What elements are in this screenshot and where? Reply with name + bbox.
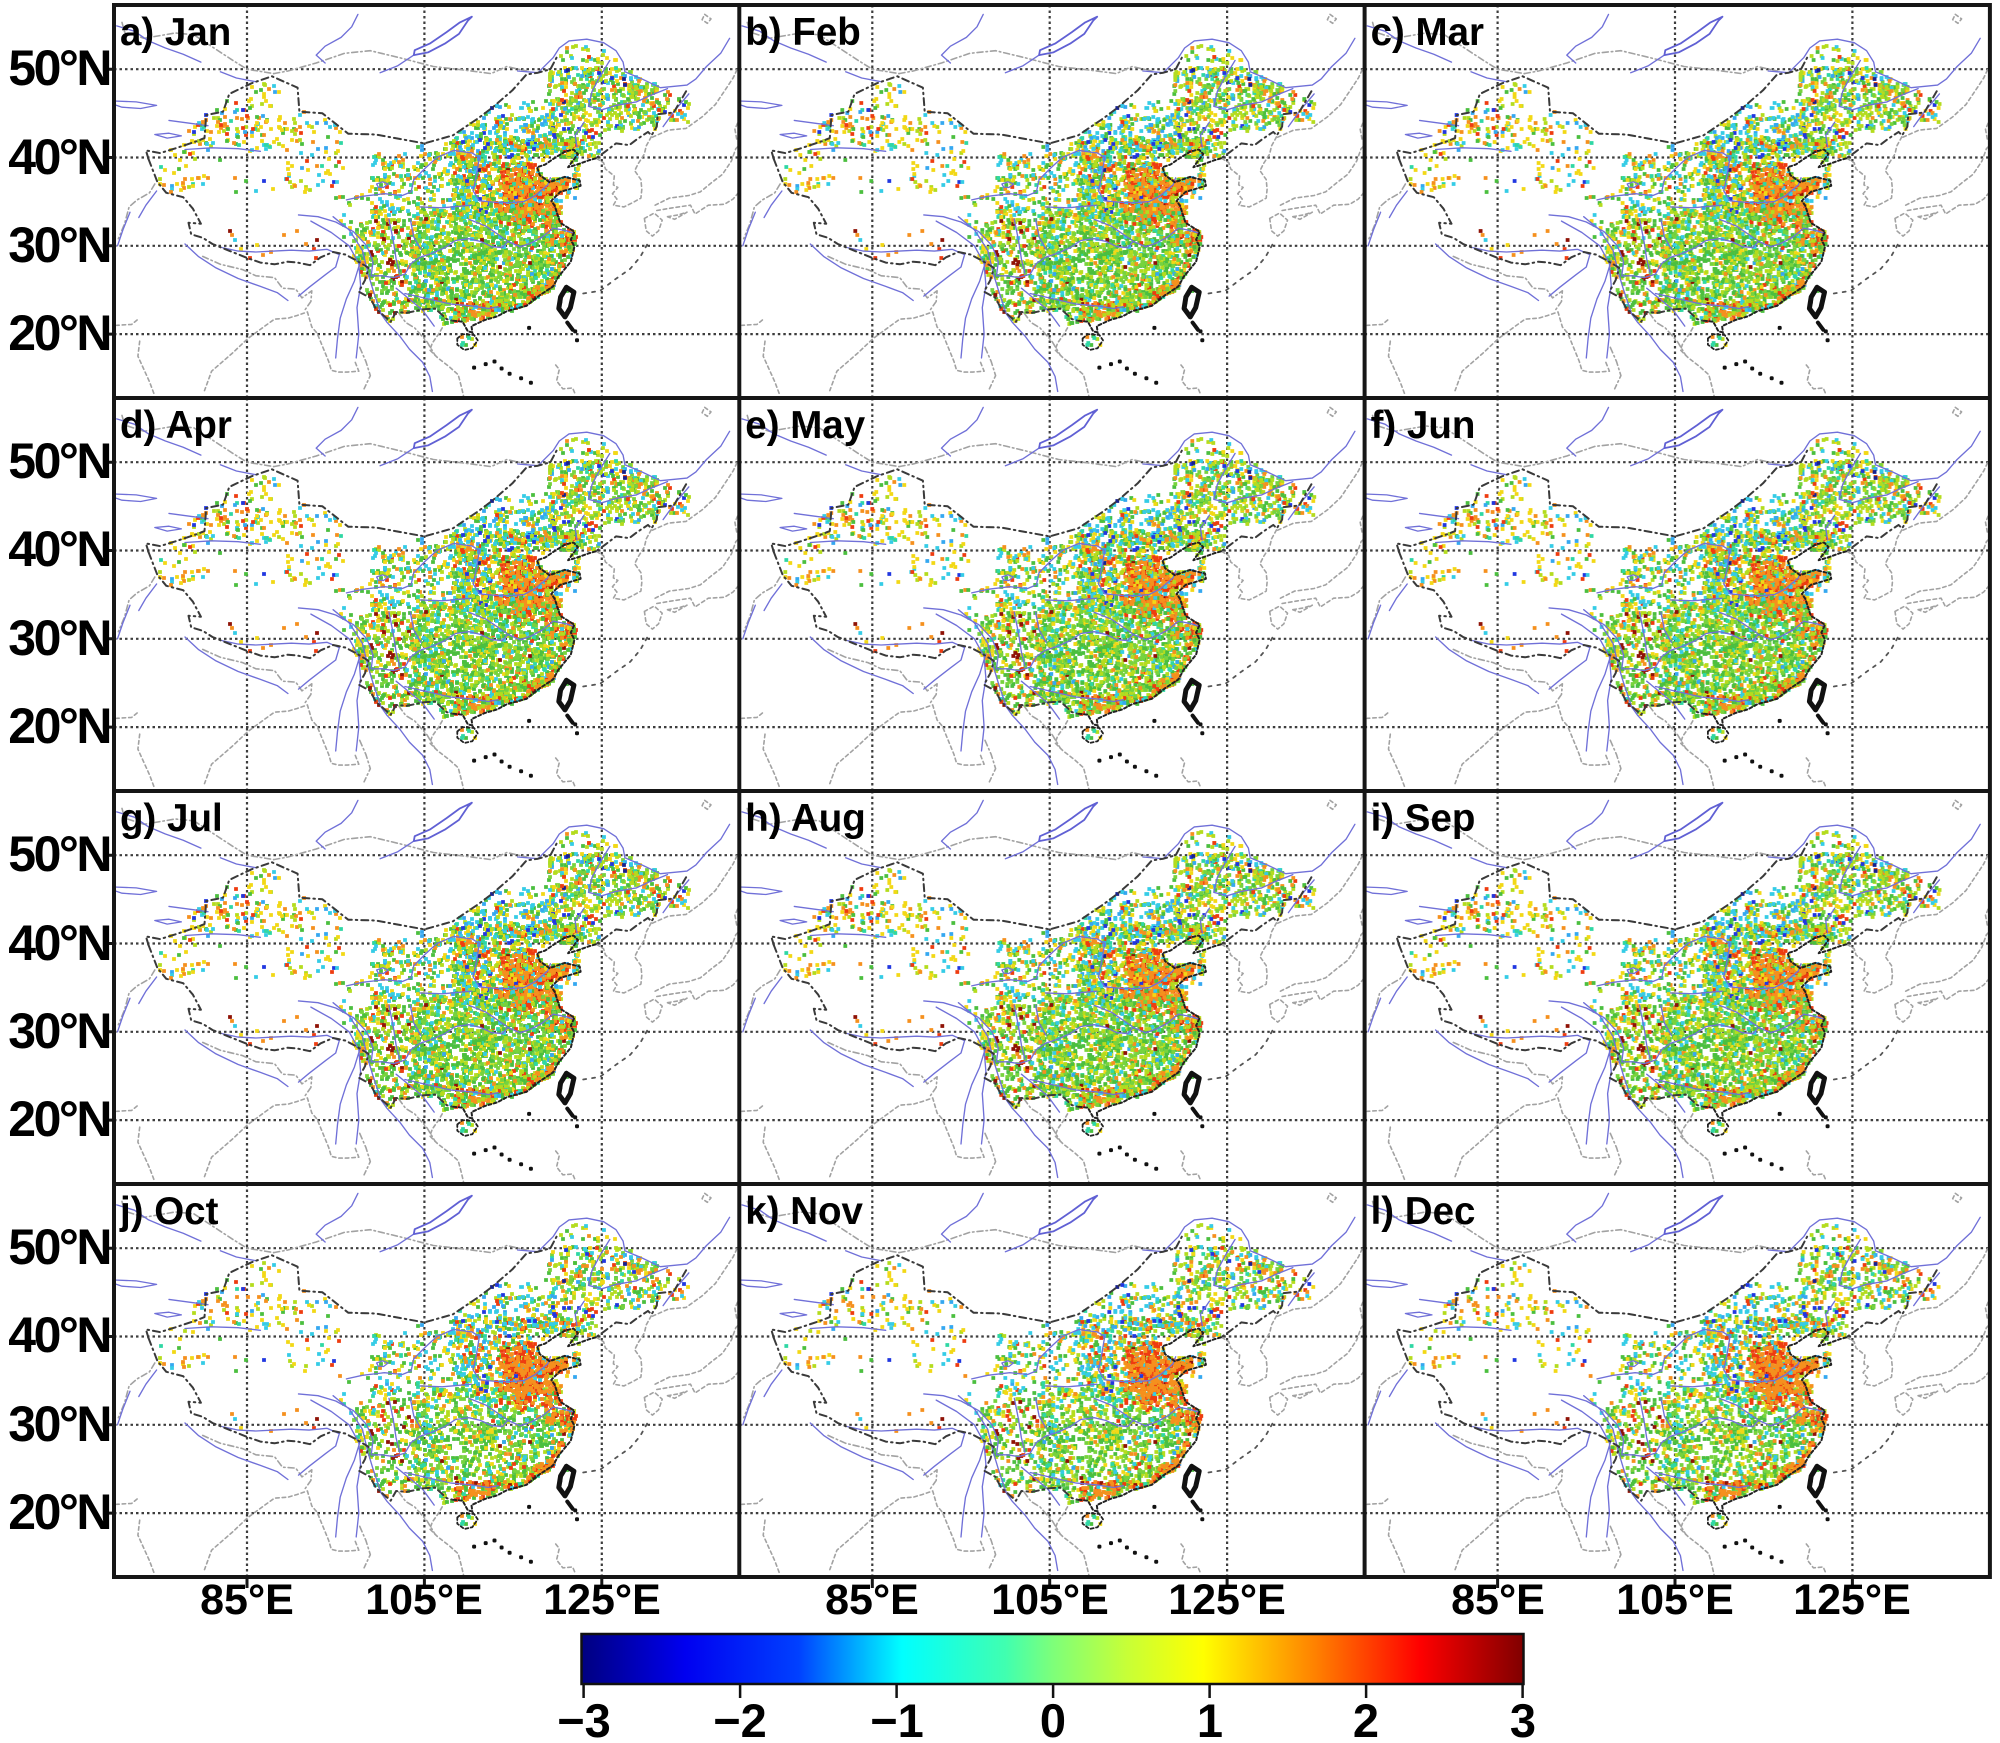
svg-text:50°N: 50°N	[8, 826, 110, 882]
svg-text:50°N: 50°N	[8, 433, 110, 489]
svg-text:125°E: 125°E	[1168, 1576, 1286, 1624]
svg-text:l) Dec: l) Dec	[1371, 1190, 1476, 1233]
svg-text:i) Sep: i) Sep	[1371, 797, 1476, 840]
svg-text:−1: −1	[870, 1694, 924, 1743]
svg-text:2: 2	[1353, 1694, 1379, 1743]
svg-text:20°N: 20°N	[8, 1091, 110, 1147]
svg-text:a) Jan: a) Jan	[120, 11, 231, 54]
svg-text:d) Apr: d) Apr	[120, 404, 232, 447]
svg-text:b) Feb: b) Feb	[745, 11, 860, 54]
svg-text:−2: −2	[713, 1694, 767, 1743]
svg-text:40°N: 40°N	[8, 1307, 110, 1363]
svg-text:125°E: 125°E	[543, 1576, 661, 1624]
svg-text:j) Oct: j) Oct	[119, 1190, 219, 1233]
svg-text:50°N: 50°N	[8, 1219, 110, 1275]
svg-text:e) May: e) May	[745, 404, 865, 447]
svg-text:20°N: 20°N	[8, 698, 110, 754]
svg-text:50°N: 50°N	[8, 40, 110, 96]
svg-text:k) Nov: k) Nov	[745, 1190, 863, 1233]
svg-text:f) Jun: f) Jun	[1371, 404, 1476, 447]
svg-text:30°N: 30°N	[8, 1396, 110, 1452]
svg-text:g) Jul: g) Jul	[120, 797, 223, 840]
svg-text:85°E: 85°E	[825, 1576, 919, 1624]
svg-text:105°E: 105°E	[1616, 1576, 1734, 1624]
svg-text:30°N: 30°N	[8, 610, 110, 666]
svg-text:−3: −3	[557, 1694, 611, 1743]
svg-text:30°N: 30°N	[8, 1003, 110, 1059]
svg-text:40°N: 40°N	[8, 521, 110, 577]
svg-text:20°N: 20°N	[8, 1484, 110, 1540]
svg-text:125°E: 125°E	[1793, 1576, 1911, 1624]
svg-text:105°E: 105°E	[365, 1576, 483, 1624]
svg-text:h) Aug: h) Aug	[745, 797, 865, 840]
svg-text:40°N: 40°N	[8, 915, 110, 971]
svg-text:c) Mar: c) Mar	[1371, 11, 1484, 54]
svg-text:85°E: 85°E	[1451, 1576, 1545, 1624]
svg-text:0: 0	[1040, 1694, 1066, 1743]
svg-text:85°E: 85°E	[200, 1576, 294, 1624]
svg-text:40°N: 40°N	[8, 129, 110, 185]
svg-text:20°N: 20°N	[8, 305, 110, 361]
svg-text:3: 3	[1510, 1694, 1536, 1743]
svg-text:105°E: 105°E	[991, 1576, 1109, 1624]
svg-text:1: 1	[1197, 1694, 1223, 1743]
svg-text:30°N: 30°N	[8, 217, 110, 273]
